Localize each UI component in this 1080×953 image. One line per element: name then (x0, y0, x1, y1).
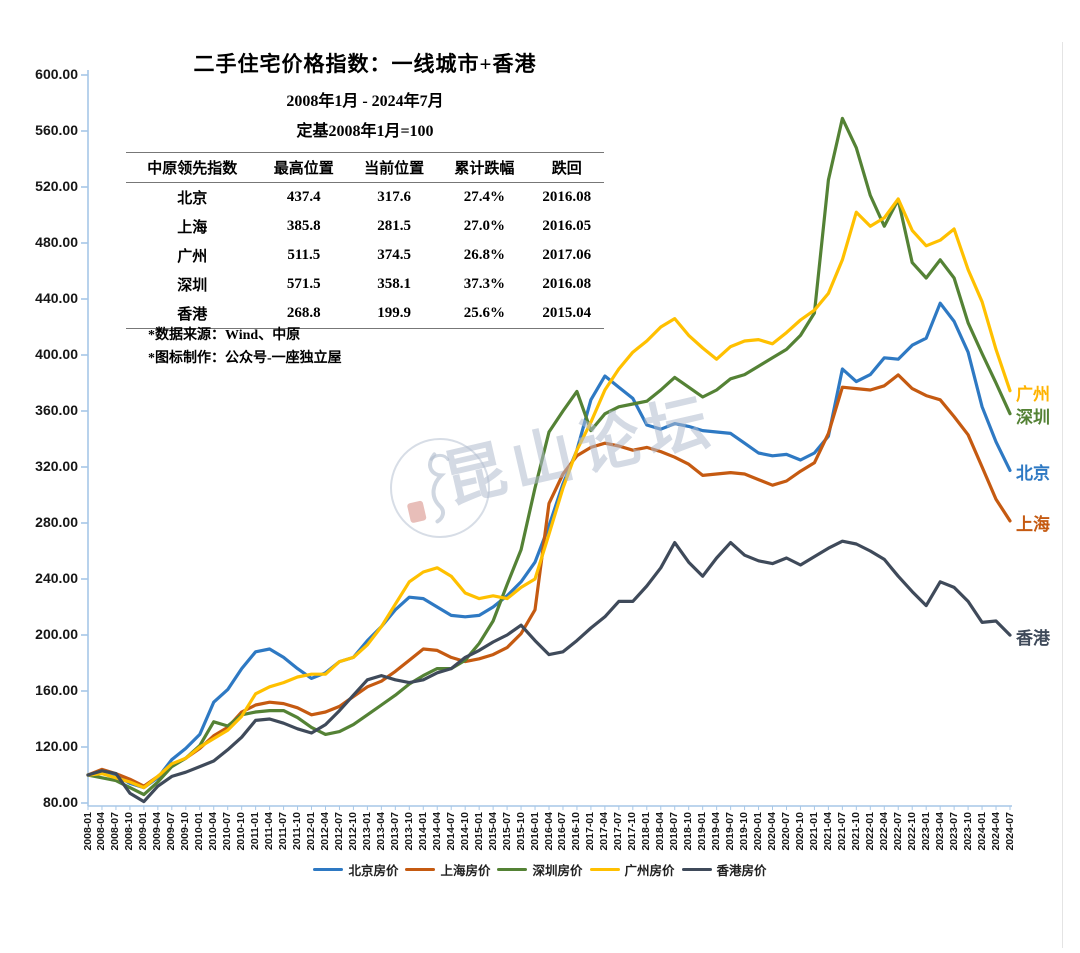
y-axis-label: 280.00 (35, 514, 78, 530)
legend-item-广州房价: 广州房价 (589, 860, 675, 879)
table-cell: 437.4 (286, 189, 321, 205)
legend-label: 香港房价 (716, 864, 767, 878)
y-axis-label: 400.00 (35, 346, 78, 362)
series-end-label-广州: 广州 (1016, 384, 1050, 404)
table-cell: 北京 (177, 191, 208, 207)
index-summary-table: 中原领先指数 最高位置 当前位置 累计跌幅 跌回 北京 437.4 317.6 27.4% 20… (126, 152, 604, 329)
table-cell: 2016.08 (542, 276, 592, 292)
table-cell: 37.3% (463, 276, 506, 292)
legend-item-香港房价: 香港房价 (681, 860, 767, 879)
legend-swatch-icon (589, 867, 620, 872)
table-cell: 358.1 (377, 276, 411, 292)
chart-base-note: 定基2008年1月=100 (296, 123, 434, 140)
y-axis-label: 200.00 (35, 626, 78, 642)
series-line-香港房价 (86, 539, 1012, 804)
table-cell: 2015.04 (542, 305, 592, 321)
y-axis-label: 560.00 (35, 122, 78, 138)
table-cell: 2016.05 (542, 218, 592, 234)
y-axis-label: 320.00 (35, 458, 78, 474)
y-axis-label: 240.00 (35, 570, 78, 586)
index-summary-table-head: 中原领先指数 最高位置 当前位置 累计跌幅 跌回 (126, 152, 604, 183)
series-line-广州房价 (86, 197, 1012, 790)
table-cell: 香港 (177, 307, 208, 323)
table-row: 深圳 571.5 358.1 37.3% 2016.08 (126, 270, 604, 299)
page-edge-divider (1062, 42, 1063, 948)
table-header-cell: 跌回 (551, 161, 582, 177)
table-cell: 25.6% (463, 305, 506, 321)
series-end-label-北京: 北京 (1016, 464, 1050, 484)
table-cell: 374.5 (377, 247, 411, 263)
table-cell: 广州 (177, 249, 208, 265)
legend-item-北京房价: 北京房价 (313, 860, 398, 879)
table-cell: 385.8 (286, 218, 321, 234)
legend-swatch-icon (405, 867, 436, 872)
chart-header: 二手住宅价格指数：一线城市+香港 2008年1月 - 2024年7月 定基200… (118, 48, 612, 141)
watermark-logo-glyph (428, 452, 450, 524)
watermark-logo (380, 428, 500, 548)
legend-swatch-icon (681, 867, 712, 872)
chart-title: 二手住宅价格指数：一线城市+香港 (193, 52, 537, 76)
table-header-row: 中原领先指数 最高位置 当前位置 累计跌幅 跌回 (126, 152, 604, 183)
series-end-label-深圳: 深圳 (1016, 407, 1050, 427)
table-cell: 26.8% (463, 247, 506, 263)
legend-swatch-icon (313, 867, 344, 872)
table-cell: 199.9 (377, 305, 411, 321)
footnotes: *数据来源：Wind、中原 *图标制作：公众号-一座独立屋 (148, 324, 342, 370)
y-axis-label: 80.00 (42, 794, 78, 810)
table-cell: 上海 (177, 220, 208, 236)
table-row: 上海 385.8 281.5 27.0% 2016.05 (126, 212, 604, 241)
legend-label: 上海房价 (440, 864, 491, 878)
table-header-cell: 当前位置 (364, 161, 425, 177)
footnote-data-source: *数据来源：Wind、中原 (148, 328, 301, 343)
y-axis-label: 120.00 (35, 738, 78, 754)
table-header-cell: 中原领先指数 (147, 161, 238, 177)
y-axis-label: 600.00 (35, 66, 78, 82)
legend-label: 广州房价 (624, 864, 675, 878)
table-cell: 281.5 (377, 218, 411, 234)
chart-legend: 北京房价 上海房价 深圳房价 广州房价 香港房价 (0, 860, 1080, 879)
legend-label: 北京房价 (348, 864, 399, 878)
table-cell: 317.6 (377, 189, 411, 205)
series-end-label-上海: 上海 (1016, 514, 1050, 534)
table-row: 广州 511.5 374.5 26.8% 2017.06 (126, 241, 604, 270)
y-axis-label: 520.00 (35, 178, 78, 194)
y-axis-label: 360.00 (35, 402, 78, 418)
table-cell: 511.5 (287, 247, 321, 263)
table-cell: 深圳 (177, 278, 208, 294)
table-cell: 27.4% (463, 189, 506, 205)
legend-item-上海房价: 上海房价 (405, 860, 490, 879)
legend-swatch-icon (497, 867, 528, 872)
table-header-cell: 最高位置 (273, 161, 334, 177)
index-summary-table-body: 北京 437.4 317.6 27.4% 2016.08 上海 385.8 281.5 27.0… (126, 183, 604, 329)
y-axis-label: 480.00 (35, 234, 78, 250)
series-line-北京房价 (86, 301, 1012, 790)
table-cell: 2017.06 (542, 247, 592, 263)
table-cell: 571.5 (286, 276, 321, 292)
table-cell: 2016.08 (542, 189, 592, 205)
table-row: 北京 437.4 317.6 27.4% 2016.08 (126, 183, 604, 213)
series-line-上海房价 (86, 373, 1012, 788)
legend-item-深圳房价: 深圳房价 (497, 860, 583, 879)
table-cell: 268.8 (286, 305, 321, 321)
table-row: 香港 268.8 199.9 25.6% 2015.04 (126, 299, 604, 329)
footnote-chart-maker: *图标制作：公众号-一座独立屋 (148, 351, 342, 366)
y-axis-label: 160.00 (35, 682, 78, 698)
series-end-label-香港: 香港 (1016, 629, 1050, 649)
table-header-cell: 累计跌幅 (454, 161, 515, 177)
y-axis-label: 440.00 (35, 290, 78, 306)
table-cell: 27.0% (463, 218, 506, 234)
chart-date-range: 2008年1月 - 2024年7月 (286, 93, 444, 110)
legend-label: 深圳房价 (532, 864, 583, 878)
